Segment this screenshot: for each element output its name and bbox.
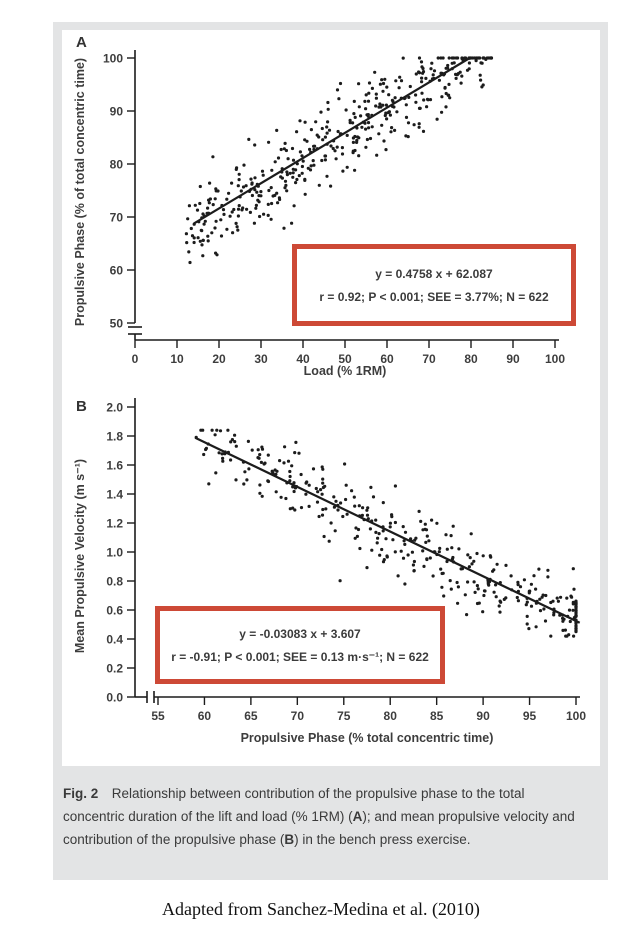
regression-stats-a: r = 0.92; P < 0.001; SEE = 3.77%; N = 62… — [319, 289, 549, 304]
x-tick-label: 10 — [170, 352, 184, 366]
y-axis-label: Mean Propulsive Velocity (m s⁻¹) — [73, 459, 87, 653]
regression-stats-b: r = -0.91; P < 0.001; SEE = 0.13 m·s⁻¹; … — [171, 649, 429, 664]
x-tick-label: 40 — [296, 352, 310, 366]
y-tick-label: 70 — [110, 211, 124, 225]
x-tick-label: 60 — [380, 352, 394, 366]
attribution-text: Adapted from Sanchez-Medina et al. (2010… — [162, 899, 480, 919]
y-tick-label: 0.8 — [106, 575, 123, 589]
x-tick-label: 70 — [291, 709, 305, 723]
x-tick-label: 95 — [523, 709, 537, 723]
y-tick-label: 1.6 — [106, 459, 123, 473]
y-tick-label: 1.8 — [106, 430, 123, 444]
x-axis-label: Load (% 1RM) — [304, 364, 387, 378]
figure-caption: Fig. 2 Relationship between contribution… — [63, 766, 589, 851]
x-axis-label: Propulsive Phase (% total concentric tim… — [241, 731, 494, 745]
y-tick-label: 0.4 — [106, 633, 123, 647]
x-tick-label: 75 — [337, 709, 351, 723]
y-axis-label: Propulsive Phase (% of total concentric … — [73, 58, 87, 326]
regression-equation-b: y = -0.03083 x + 3.607 — [239, 626, 361, 641]
panel-letter: A — [76, 34, 87, 51]
regression-equation-a: y = 0.4758 x + 62.087 — [375, 266, 493, 281]
y-tick-label: 100 — [103, 52, 123, 66]
x-tick-label: 90 — [506, 352, 520, 366]
x-tick-label: 50 — [338, 352, 352, 366]
x-tick-label: 100 — [566, 709, 586, 723]
tick-labels: 0 10 20 30 40 50 60 70 80 90 100 50 60 70 80 90 100 — [103, 52, 565, 367]
tick-labels: 55 60 65 70 75 80 85 90 95 100 0.0 0.2 0.4 0.6 0.8 1.0 1… — [106, 401, 586, 724]
x-tick-label: 20 — [212, 352, 226, 366]
caption-text: ) in the bench press exercise. — [294, 832, 471, 847]
x-tick-label: 60 — [198, 709, 212, 723]
x-tick-label: 90 — [476, 709, 490, 723]
x-tick-label: 70 — [422, 352, 436, 366]
panel-a: 0 10 20 30 40 50 60 70 80 90 100 50 60 70 80 90 100 Load … — [73, 34, 565, 378]
axes — [134, 398, 580, 703]
regression-annotation-b: y = -0.03083 x + 3.607 r = -0.91; P < 0.… — [155, 606, 445, 684]
y-tick-label: 1.0 — [106, 546, 123, 560]
caption-bold-text: Fig. 2 — [63, 786, 99, 801]
caption-text: Relationship between contribution of the… — [63, 786, 525, 824]
regression-annotation-a: y = 0.4758 x + 62.087 r = 0.92; P < 0.00… — [292, 244, 576, 326]
y-tick-label: 60 — [110, 264, 124, 278]
x-tick-label: 100 — [545, 352, 565, 366]
x-tick-label: 80 — [464, 352, 478, 366]
x-tick-label: 80 — [384, 709, 398, 723]
y-tick-label: 2.0 — [106, 401, 123, 415]
panel-letter: B — [76, 398, 87, 415]
y-tick-label: 0.2 — [106, 662, 123, 676]
x-tick-label: 0 — [132, 352, 139, 366]
y-tick-label: 1.2 — [106, 517, 123, 531]
tick-marks — [127, 57, 556, 348]
x-tick-label: 85 — [430, 709, 444, 723]
caption-bold-text: A — [352, 809, 363, 824]
caption-text: ); and mean propulsive velocity and cont… — [63, 809, 575, 847]
axes — [128, 50, 559, 341]
y-tick-label: 0.6 — [106, 604, 123, 618]
tick-marks — [127, 406, 577, 705]
x-tick-label: 55 — [151, 709, 165, 723]
x-tick-label: 65 — [244, 709, 258, 723]
y-tick-label: 90 — [110, 105, 124, 119]
y-tick-label: 1.4 — [106, 488, 123, 502]
scatter-plots-svg: 0 10 20 30 40 50 60 70 80 90 100 50 60 70 80 90 100 Load … — [73, 34, 586, 745]
x-tick-label: 30 — [254, 352, 268, 366]
regression-line — [193, 57, 471, 225]
panel-b: 55 60 65 70 75 80 85 90 95 100 0.0 0.2 0.4 0.6 0.8 1.0 1… — [73, 398, 586, 745]
y-tick-label: 80 — [110, 158, 124, 172]
scatter-points — [184, 56, 494, 265]
figure-panel: 0 10 20 30 40 50 60 70 80 90 100 50 60 70 80 90 100 Load … — [53, 22, 608, 880]
y-tick-label: 0.0 — [106, 691, 123, 705]
plot-area: 0 10 20 30 40 50 60 70 80 90 100 50 60 70 80 90 100 Load … — [62, 30, 600, 766]
y-tick-label: 50 — [110, 317, 124, 331]
regression-line — [194, 436, 581, 624]
caption-bold-text: B — [284, 832, 295, 847]
